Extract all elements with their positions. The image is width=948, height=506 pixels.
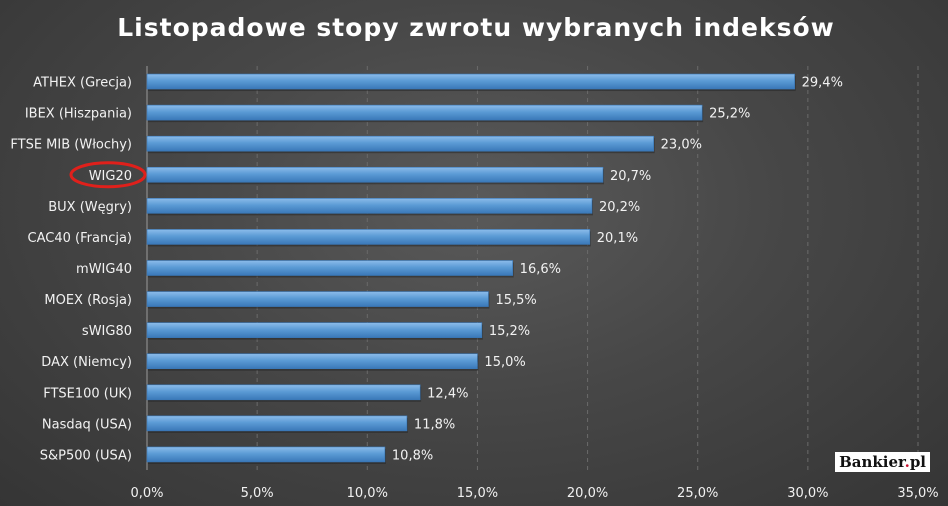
category-label: WIG20 bbox=[89, 169, 132, 184]
category-label: DAX (Niemcy) bbox=[41, 355, 132, 370]
x-tick-label: 5,0% bbox=[241, 486, 274, 501]
category-label: IBEX (Hiszpania) bbox=[25, 107, 132, 122]
value-label: 20,2% bbox=[599, 200, 640, 215]
x-tick-label: 35,0% bbox=[897, 486, 938, 501]
bar bbox=[146, 104, 703, 121]
bar bbox=[146, 166, 604, 183]
logo-suffix: pl bbox=[909, 453, 926, 471]
value-label: 20,1% bbox=[597, 231, 638, 246]
value-label: 23,0% bbox=[661, 138, 702, 153]
bar bbox=[146, 415, 408, 432]
x-tick-label: 10,0% bbox=[347, 486, 388, 501]
bar bbox=[146, 322, 483, 338]
bar bbox=[146, 446, 386, 463]
bar bbox=[146, 260, 513, 276]
bar bbox=[146, 135, 654, 152]
category-label: FTSE100 (UK) bbox=[43, 386, 132, 401]
category-label: MOEX (Rosja) bbox=[44, 293, 132, 308]
category-label: CAC40 (Francja) bbox=[28, 231, 132, 246]
x-tick-label: 15,0% bbox=[457, 486, 498, 501]
logo-dot: . bbox=[904, 453, 910, 471]
category-label: mWIG40 bbox=[76, 262, 132, 277]
value-label: 12,4% bbox=[427, 386, 468, 401]
category-label: S&P500 (USA) bbox=[40, 448, 132, 463]
value-label: 11,8% bbox=[414, 417, 455, 432]
value-label: 29,4% bbox=[802, 76, 843, 91]
bankier-logo: Bankier.pl bbox=[835, 452, 930, 472]
x-tick-label: 20,0% bbox=[567, 486, 608, 501]
x-tick-label: 0,0% bbox=[130, 486, 163, 501]
x-tick-label: 30,0% bbox=[787, 486, 828, 501]
category-label: sWIG80 bbox=[82, 324, 132, 339]
category-label: BUX (Węgry) bbox=[48, 200, 132, 215]
logo-text: Bankier bbox=[839, 453, 905, 471]
value-label: 15,2% bbox=[489, 324, 530, 339]
bar bbox=[146, 384, 421, 401]
x-tick-label: 25,0% bbox=[677, 486, 718, 501]
category-label: Nasdaq (USA) bbox=[42, 417, 132, 432]
chart-title: Listopadowe stopy zwrotu wybranych indek… bbox=[117, 13, 835, 42]
bar bbox=[146, 198, 593, 214]
bar bbox=[146, 291, 489, 307]
value-label: 15,5% bbox=[495, 293, 536, 308]
value-label: 25,2% bbox=[709, 107, 750, 122]
bar bbox=[146, 353, 478, 370]
value-label: 16,6% bbox=[520, 262, 561, 277]
bar bbox=[146, 73, 795, 90]
category-label: ATHEX (Grecja) bbox=[33, 76, 132, 91]
value-label: 15,0% bbox=[484, 355, 525, 370]
highlight-circle bbox=[69, 161, 147, 189]
bar bbox=[146, 229, 591, 245]
value-label: 10,8% bbox=[392, 448, 433, 463]
category-label: FTSE MIB (Włochy) bbox=[10, 138, 132, 153]
value-label: 20,7% bbox=[610, 169, 651, 184]
